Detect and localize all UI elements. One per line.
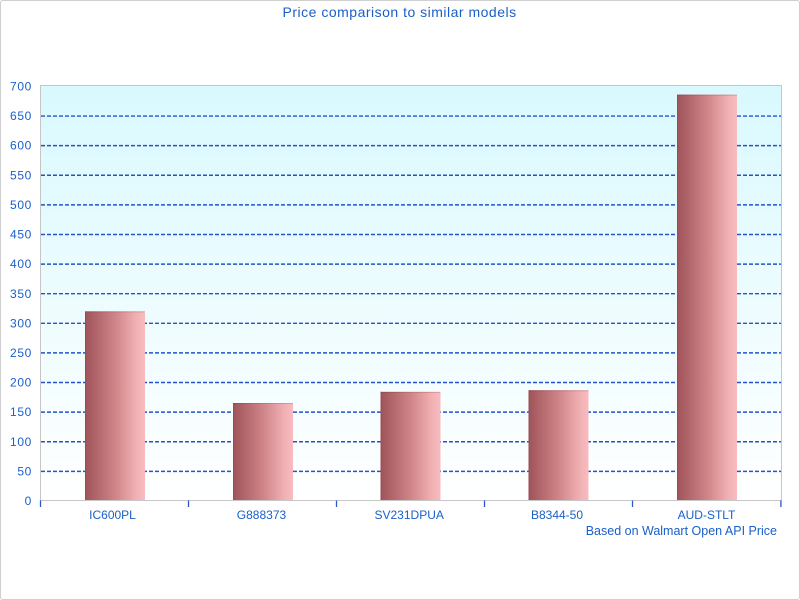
svg-text:AUD-STLT: AUD-STLT	[678, 508, 736, 522]
svg-text:150: 150	[10, 405, 32, 419]
svg-text:300: 300	[10, 316, 32, 330]
svg-text:SV231DPUA: SV231DPUA	[375, 508, 444, 522]
svg-text:Based on Walmart Open API Pric: Based on Walmart Open API Price	[586, 524, 777, 538]
svg-text:IC600PL: IC600PL	[89, 508, 136, 522]
svg-text:350: 350	[10, 287, 32, 301]
svg-text:400: 400	[10, 257, 32, 271]
svg-text:G888373: G888373	[237, 508, 287, 522]
svg-text:Price comparison to similar mo: Price comparison to similar models	[283, 4, 517, 20]
svg-text:650: 650	[10, 109, 32, 123]
svg-text:600: 600	[10, 139, 32, 153]
svg-text:B8344-50: B8344-50	[531, 508, 583, 522]
svg-text:200: 200	[10, 376, 32, 390]
svg-text:250: 250	[10, 346, 32, 360]
svg-text:100: 100	[10, 435, 32, 449]
svg-text:0: 0	[25, 494, 32, 508]
svg-text:50: 50	[17, 464, 32, 478]
svg-text:450: 450	[10, 228, 32, 242]
svg-text:500: 500	[10, 198, 32, 212]
svg-text:700: 700	[10, 80, 32, 94]
svg-text:550: 550	[10, 168, 32, 182]
